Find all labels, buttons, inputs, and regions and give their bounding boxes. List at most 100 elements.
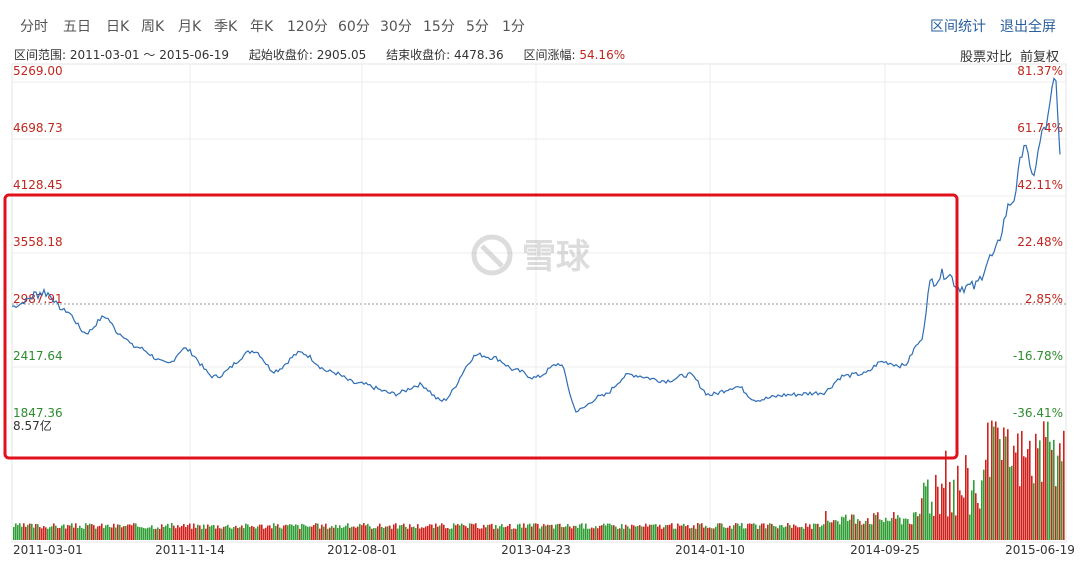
- volume-bar: [1041, 481, 1043, 540]
- volume-bar: [573, 525, 575, 540]
- adjustment-select[interactable]: 前复权: [1020, 50, 1060, 65]
- volume-bar: [651, 524, 653, 540]
- volume-bar: [341, 527, 343, 540]
- volume-bar: [633, 525, 635, 540]
- volume-bar: [15, 523, 17, 540]
- highlight-box: [3, 193, 959, 460]
- volume-bar: [1057, 455, 1059, 540]
- volume-bar: [173, 525, 175, 540]
- volume-bar: [1037, 448, 1039, 540]
- tab-5-min[interactable]: 5分: [466, 19, 489, 35]
- volume-bar: [293, 526, 295, 540]
- y-tick-label-right: -16.78%: [1013, 349, 1063, 363]
- volume-bar: [389, 525, 391, 540]
- change-label: 区间涨幅:: [523, 48, 576, 62]
- volume-bar: [741, 523, 743, 540]
- volume-bar: [527, 524, 529, 540]
- tab-quarterly-k[interactable]: 季K: [214, 19, 238, 35]
- volume-bar: [615, 526, 617, 540]
- volume-bar: [367, 523, 369, 540]
- volume-bar: [481, 528, 483, 540]
- volume-bar: [915, 512, 917, 540]
- volume-bar: [927, 479, 929, 540]
- volume-bar: [851, 514, 853, 540]
- volume-bar: [517, 524, 519, 540]
- volume-bar: [557, 523, 559, 540]
- volume-bar: [333, 527, 335, 540]
- volume-bar: [325, 523, 327, 540]
- volume-bar: [81, 527, 83, 540]
- exit-fullscreen-button[interactable]: 退出全屏: [1000, 19, 1056, 35]
- volume-bar: [753, 523, 755, 540]
- volume-bar: [29, 523, 31, 540]
- volume-bar: [151, 525, 153, 540]
- volume-bar: [1003, 427, 1005, 540]
- volume-bar: [143, 527, 145, 540]
- volume-bar: [607, 523, 609, 540]
- x-tick-label: 2015-06-19: [1005, 543, 1075, 557]
- volume-bar: [421, 527, 423, 540]
- tab-30-min[interactable]: 30分: [380, 19, 412, 35]
- volume-bar: [559, 523, 561, 540]
- volume-bar: [249, 526, 251, 540]
- volume-bar: [801, 526, 803, 540]
- volume-bar: [655, 524, 657, 540]
- volume-bar: [973, 480, 975, 540]
- range-value: 2011-03-01 ～ 2015-06-19: [69, 48, 229, 62]
- volume-bar: [539, 528, 541, 540]
- volume-bar: [661, 528, 663, 540]
- volume-bar: [673, 528, 675, 540]
- tab-120-min[interactable]: 120分: [287, 19, 328, 35]
- volume-bar: [875, 514, 877, 540]
- volume-bar: [243, 528, 245, 540]
- volume-bar: [621, 524, 623, 540]
- volume-bar: [89, 523, 91, 540]
- tab-intraday[interactable]: 分时: [20, 19, 48, 35]
- volume-bar: [407, 528, 409, 540]
- volume-bar: [563, 527, 565, 540]
- tab-yearly-k[interactable]: 年K: [250, 19, 274, 35]
- tab-weekly-k[interactable]: 周K: [141, 19, 165, 35]
- tab-daily-k[interactable]: 日K: [106, 19, 130, 35]
- volume-bar: [227, 524, 229, 540]
- tab-five-day[interactable]: 五日: [63, 19, 91, 35]
- volume-bar: [787, 523, 789, 540]
- tab-60-min[interactable]: 60分: [338, 19, 370, 35]
- volume-bar: [533, 523, 535, 540]
- volume-bar: [695, 528, 697, 540]
- volume-bar: [941, 483, 943, 540]
- volume-bar: [1031, 475, 1033, 540]
- volume-bar: [877, 512, 879, 540]
- volume-bar: [871, 524, 873, 540]
- volume-bar: [777, 528, 779, 540]
- stock-compare-button[interactable]: 股票对比: [960, 50, 1013, 65]
- volume-bar: [509, 523, 511, 540]
- volume-bar: [71, 523, 73, 540]
- volume-bar: [847, 521, 849, 540]
- y-tick-label-left: 2417.64: [13, 349, 63, 363]
- volume-bar: [487, 524, 489, 540]
- y-tick-label-left: 1847.36: [13, 406, 63, 420]
- volume-bar: [895, 518, 897, 540]
- volume-bar: [943, 487, 945, 540]
- volume-bar: [309, 526, 311, 540]
- tab-1-min[interactable]: 1分: [502, 19, 525, 35]
- volume-bar: [1051, 449, 1053, 540]
- volume-bar: [541, 526, 543, 540]
- volume-bar: [187, 525, 189, 540]
- volume-bar: [797, 527, 799, 540]
- volume-bar: [1035, 433, 1037, 540]
- volume-bar: [751, 523, 753, 540]
- volume-bar: [225, 526, 227, 540]
- volume-bar: [115, 527, 117, 540]
- volume-bar: [383, 527, 385, 540]
- volume-bar: [891, 517, 893, 540]
- volume-bar: [779, 525, 781, 540]
- tab-15-min[interactable]: 15分: [423, 19, 455, 35]
- interval-stats-button[interactable]: 区间统计: [930, 19, 986, 35]
- volume-bar: [925, 486, 927, 540]
- volume-bar: [945, 450, 947, 540]
- volume-bar: [515, 528, 517, 540]
- tab-monthly-k[interactable]: 月K: [178, 19, 202, 35]
- volume-bar: [397, 528, 399, 540]
